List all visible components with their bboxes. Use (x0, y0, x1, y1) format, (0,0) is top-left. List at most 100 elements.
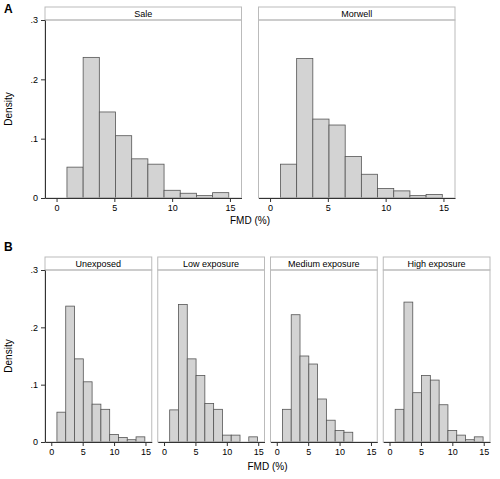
plot-frame (45, 20, 242, 198)
x-tick-mark (452, 442, 453, 446)
x-tick: 0 (275, 442, 280, 457)
histogram-bar (345, 156, 361, 198)
x-tick-label: 15 (366, 447, 376, 457)
histogram-bar (231, 435, 240, 442)
histogram-bar (178, 304, 187, 442)
panel-title: High exposure (408, 259, 466, 269)
histogram-bar (474, 437, 483, 442)
figure: ADensityFMD (%)Sale0510150.1.2.3Morwell0… (0, 0, 500, 479)
y-tick: .2 (30, 75, 45, 85)
x-tick: 5 (81, 442, 86, 457)
x-axis: 051015 (271, 442, 378, 457)
x-tick: 5 (112, 198, 117, 213)
x-axis-line (384, 442, 491, 443)
x-tick: 15 (141, 442, 151, 457)
x-tick-label: 10 (222, 447, 232, 457)
x-tick-mark (443, 198, 444, 202)
panel: Unexposed 0 5 10 15 0 .1 .2 .3 (30, 257, 152, 457)
x-tick-mark (114, 442, 115, 446)
x-axis: 051015 (259, 198, 456, 213)
panel: Sale0510150.1.2.3 (30, 7, 242, 213)
x-tick-label: 5 (193, 447, 198, 457)
x-tick: 0 (49, 442, 54, 457)
histogram-bar (318, 399, 327, 442)
y-axis-title: Density (3, 339, 14, 372)
y-tick-label: .1 (30, 380, 38, 390)
histogram-bar (361, 174, 377, 198)
x-axis: 051015 (46, 198, 243, 213)
histogram-bar (196, 375, 205, 442)
histogram-bar (300, 356, 309, 442)
x-tick-label: 0 (275, 447, 280, 457)
x-tick-mark (390, 442, 391, 446)
x-tick-label: 15 (141, 447, 151, 457)
x-axis-line (46, 442, 153, 443)
y-tick: .3 (30, 265, 45, 275)
x-tick-mark (421, 442, 422, 446)
histogram-bar (118, 437, 127, 442)
y-tick-mark (41, 327, 45, 328)
x-axis-line (158, 442, 265, 443)
x-tick-mark (172, 198, 173, 202)
panel-title: Morwell (341, 9, 372, 19)
strip (259, 7, 456, 20)
x-tick-label: 10 (448, 447, 458, 457)
histogram-bar (132, 159, 148, 198)
y-tick-label: .3 (30, 265, 38, 275)
panel: Morwell051015 (259, 7, 456, 213)
y-tick-mark (41, 198, 45, 199)
histogram-bar (66, 306, 75, 442)
plot-frame (383, 270, 490, 442)
histogram-bar (448, 431, 457, 442)
x-tick-mark (371, 442, 372, 446)
strip (45, 257, 152, 270)
y-axis: 0 .1 .2 .3 (30, 265, 45, 447)
x-tick-mark (57, 198, 58, 202)
panel-title: Unexposed (76, 259, 122, 269)
histogram-bar (83, 382, 92, 442)
histogram-bar (213, 193, 229, 198)
x-tick: 10 (168, 198, 178, 213)
x-tick: 15 (254, 442, 264, 457)
histogram-bar (110, 435, 119, 442)
plot-frame (45, 270, 152, 442)
x-tick-label: 15 (254, 447, 264, 457)
x-tick-label: 10 (110, 447, 120, 457)
panel-label: A (4, 2, 13, 16)
x-tick-label: 0 (268, 203, 273, 213)
y-tick-mark (41, 20, 45, 21)
histogram-bar (67, 167, 83, 198)
y-tick: .1 (30, 134, 45, 144)
y-tick-label: .2 (30, 323, 38, 333)
histogram-bar (457, 435, 466, 442)
histogram-bar (148, 164, 164, 198)
x-tick: 15 (366, 442, 376, 457)
y-tick: 0 (33, 437, 45, 447)
y-tick-mark (41, 139, 45, 140)
x-tick: 10 (381, 198, 391, 213)
bars (57, 306, 145, 442)
panel-title: Sale (134, 9, 152, 19)
bars (282, 315, 352, 442)
x-axis: 051015 (384, 442, 491, 457)
x-tick-label: 0 (49, 447, 54, 457)
histogram-bar (101, 409, 110, 442)
x-tick-label: 15 (225, 203, 235, 213)
x-tick: 15 (439, 198, 449, 213)
y-tick: 0 (33, 193, 45, 203)
x-tick: 0 (268, 198, 273, 213)
histogram-bar (329, 125, 345, 198)
x-tick: 0 (162, 442, 167, 457)
y-axis-line (45, 271, 46, 443)
x-tick-mark (484, 442, 485, 446)
x-tick: 15 (225, 198, 235, 213)
x-tick-label: 10 (381, 203, 391, 213)
panel: Medium exposure051015 (271, 257, 378, 457)
y-tick-mark (41, 385, 45, 386)
histogram-bar (280, 164, 296, 198)
histogram-bar (378, 189, 394, 198)
x-tick-mark (270, 198, 271, 202)
histogram-bar (326, 420, 335, 442)
histogram-bar (92, 404, 101, 442)
y-tick-mark (41, 270, 45, 271)
